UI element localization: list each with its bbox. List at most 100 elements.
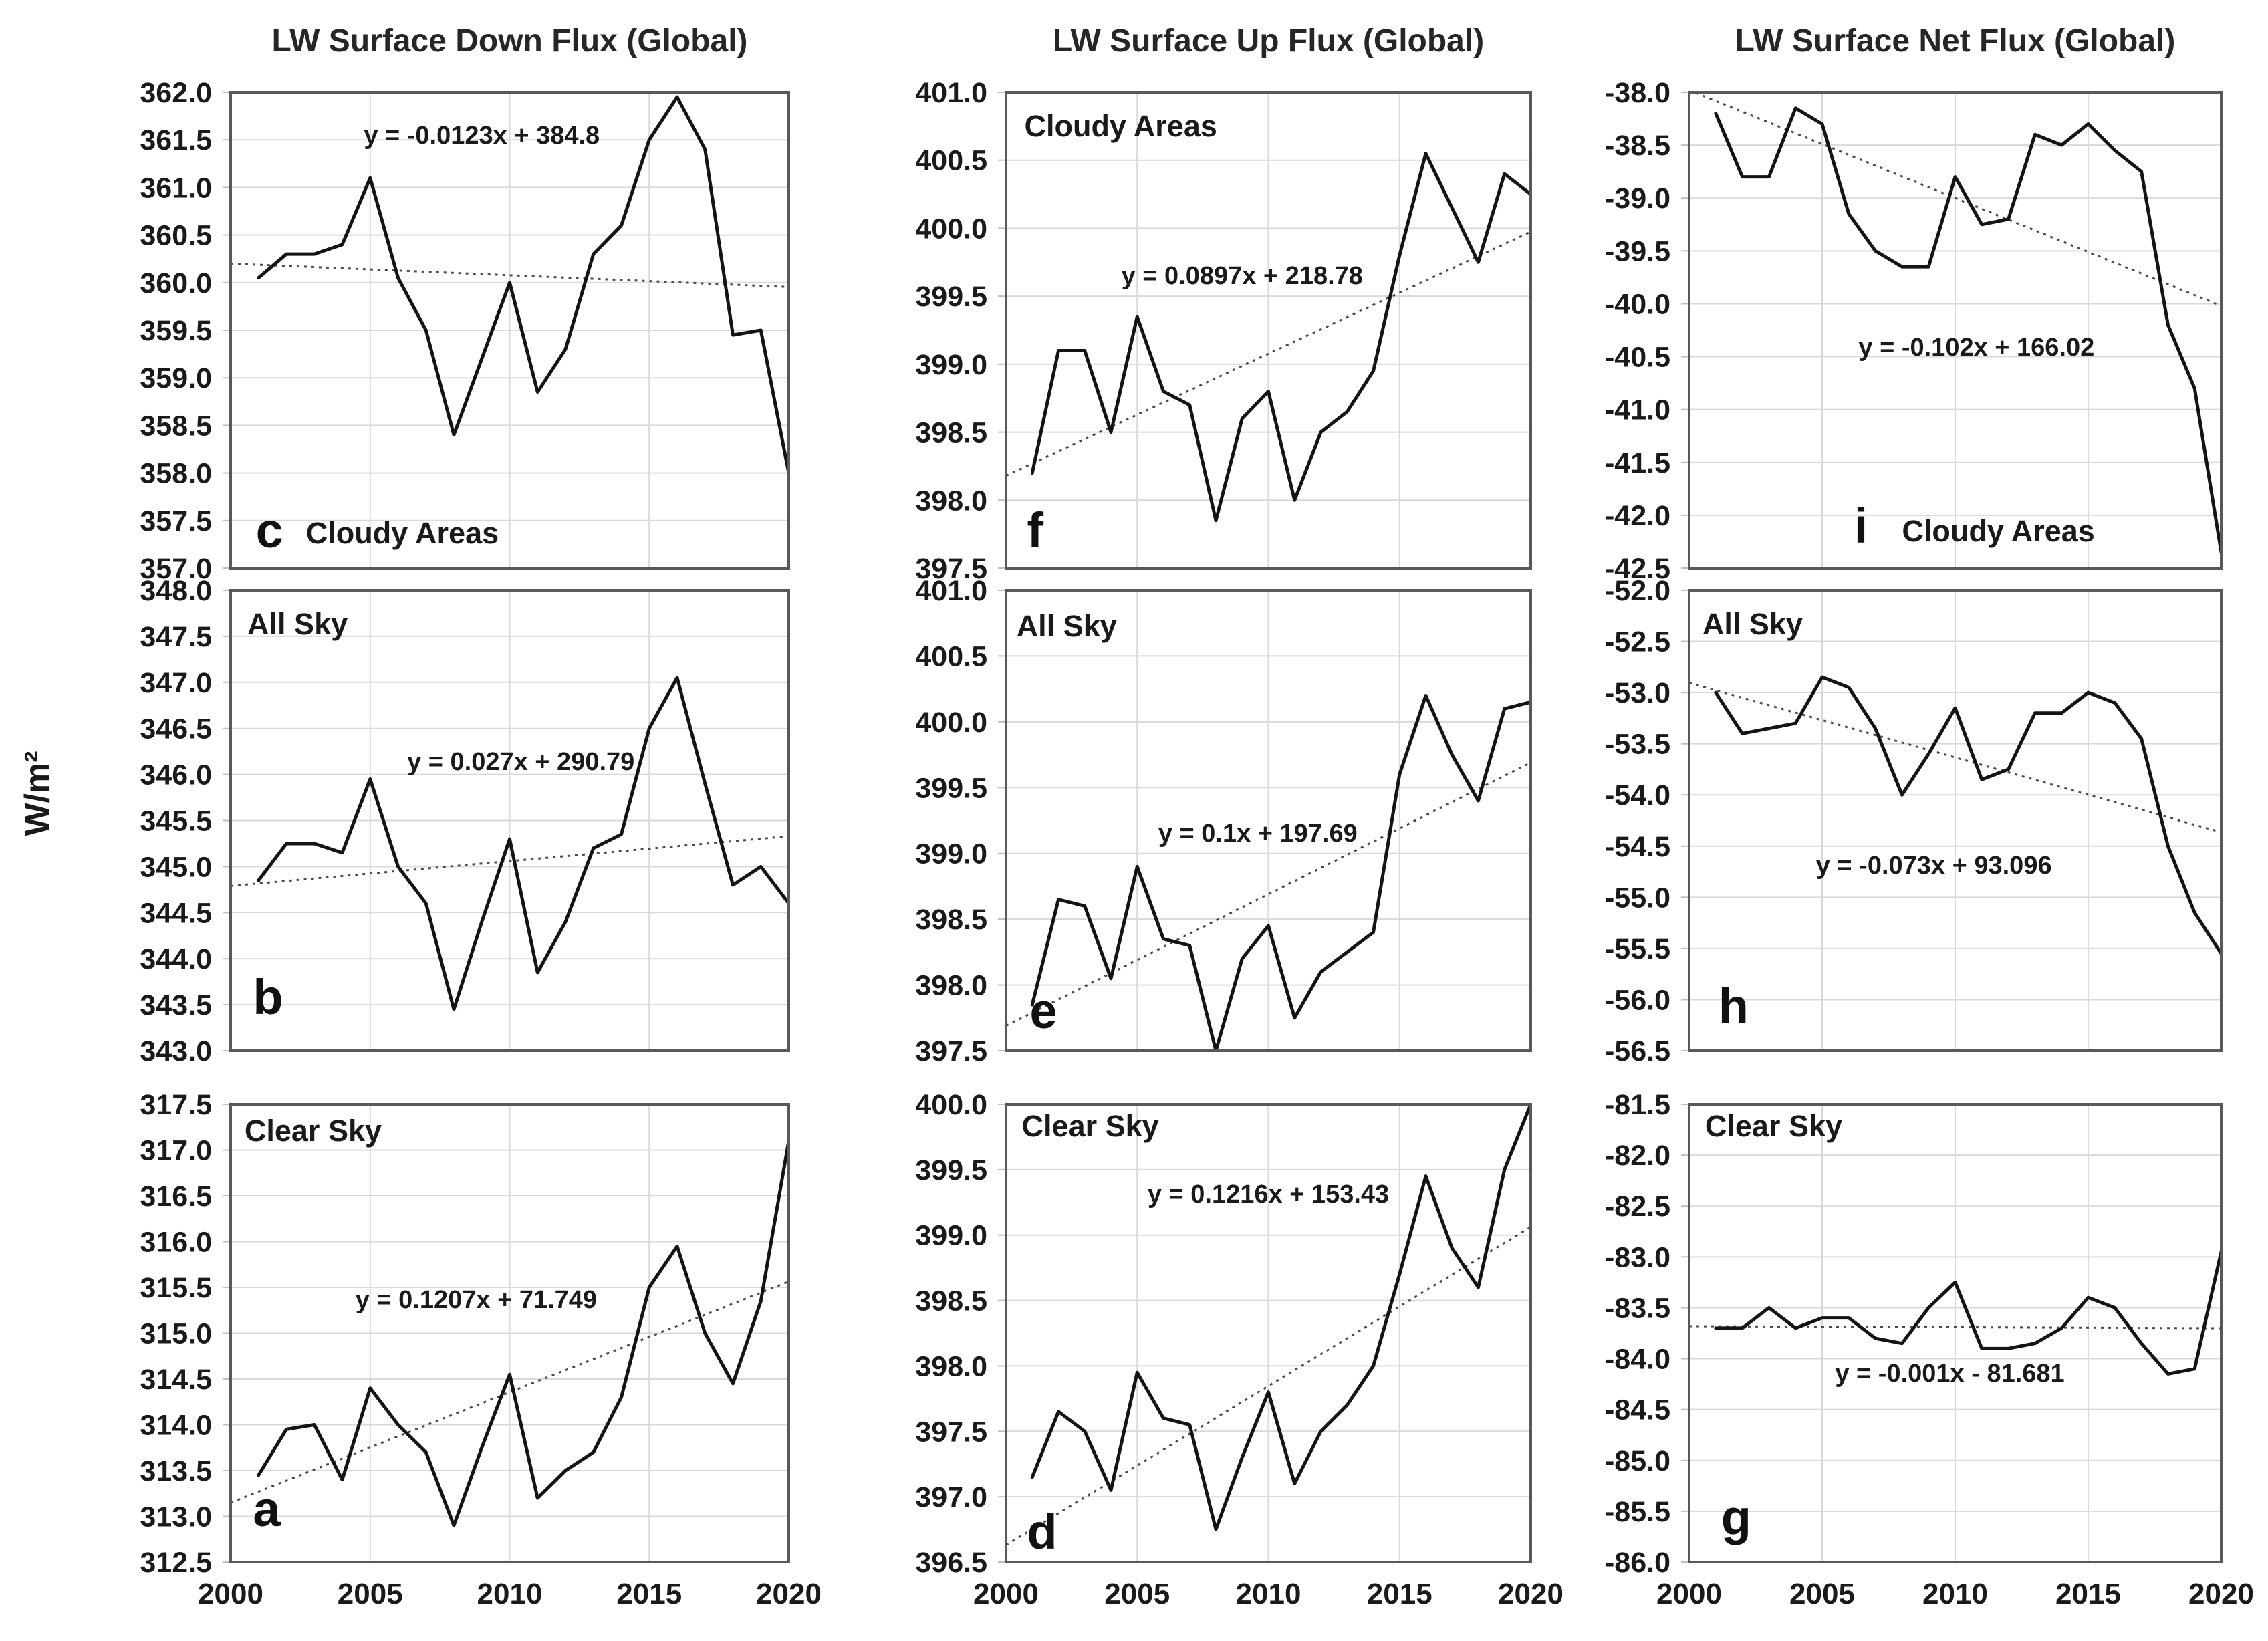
y-axis-unit-label: W/m² [18,751,57,836]
data-line-b [257,676,789,1011]
chart-c: 362.0 361.5 361.0 360.5 360.0 359.5 359.0 358.5… [140,77,790,585]
y-tick-label: -42.5 [1605,553,1670,585]
y-axis-ticks: 400.0 399.5 399.0 398.5 398.0 397.5 397.0 396.5 [915,1089,987,1579]
y-tick-label: 399.5 [915,772,987,804]
y-tick-label: 317.5 [140,1089,212,1121]
gridlines [1681,590,2221,1051]
y-tick-label: 398.5 [915,904,987,936]
y-tick-label: 400.0 [915,707,987,739]
y-tick-label: 346.0 [140,759,212,791]
gridlines [998,1104,1531,1563]
trend-line-a [231,1280,789,1504]
x-tick-label: 2000 [1656,1577,1722,1610]
trend-line-i [1691,92,2221,307]
trend-line-f [1006,231,1531,477]
area-label-clearsky-d: Clear Sky [1021,1109,1159,1144]
y-tick-label: 362.0 [140,77,212,109]
y-tick-label: -40.5 [1605,342,1670,374]
chart-d: 400.0 399.5 399.0 398.5 398.0 397.5 397.0 396.5… [915,1089,1563,1610]
y-tick-label: -55.5 [1605,933,1670,965]
area-label-allsky-e: All Sky [1016,609,1117,643]
y-tick-label: 397.5 [915,1035,987,1067]
y-tick-label: 397.0 [915,1481,987,1513]
y-tick-label: -84.5 [1605,1394,1670,1426]
y-tick-label: 401.0 [915,77,987,109]
x-tick-label: 2005 [1104,1577,1170,1610]
y-tick-label: 400.0 [915,1089,987,1121]
y-tick-label: 397.5 [915,553,987,585]
column-title-net-flux: LW Surface Net Flux (Global) [1735,23,2176,59]
y-tick-label: 345.0 [140,851,212,883]
y-tick-label: -85.5 [1605,1496,1670,1528]
trend-equation-h: y = -0.073x + 93.096 [1815,851,2052,880]
panel-b: b All Sky y = 0.027x + 290.79 [231,590,789,1051]
trend-line-c [231,262,789,288]
y-tick-label: -52.0 [1605,575,1670,607]
plot-border [1005,1103,1532,1563]
x-tick-label: 2015 [1367,1577,1432,1610]
y-tick-label: 313.5 [140,1455,212,1487]
trend-equation-i: y = -0.102x + 166.02 [1858,334,2095,362]
y-axis-ticks: -81.5 -82.0 -82.5 -83.0 -83.5 -84.0 -84.5 -85.0… [1605,1089,1670,1579]
area-label-cloudy-f: Cloudy Areas [1024,109,1217,144]
x-tick-label: 2020 [2188,1577,2254,1610]
y-tick-label: 397.5 [915,1416,987,1448]
y-tick-label: 359.5 [140,315,212,347]
y-tick-label: 345.5 [140,805,212,838]
y-tick-label: 315.5 [140,1272,212,1304]
area-label-allsky-b: All Sky [247,606,348,641]
trend-equation-e: y = 0.1x + 197.69 [1158,819,1358,848]
panel-letter-b: b [253,969,283,1025]
x-tick-label: 2000 [973,1577,1039,1610]
area-label-cloudy-i: Cloudy Areas [1902,513,2095,548]
y-tick-label: 396.5 [915,1547,987,1579]
chart-f: 401.0 400.5 400.0 399.5 399.0 398.5 398.0 397.5 [915,77,1532,585]
y-tick-label: 398.0 [915,970,987,1002]
y-tick-label: -56.0 [1605,984,1670,1016]
y-tick-label: 400.5 [915,145,987,177]
panel-h: h All Sky y = -0.073x + 93.096 [1689,590,2221,1051]
chart-a: 317.5 317.0 316.5 316.0 315.5 315.0 314.5 314.0… [140,1089,822,1610]
plot-border [1005,589,1532,1052]
data-line-c [257,95,789,475]
plot-border [229,589,790,1052]
trend-equation-c: y = -0.0123x + 384.8 [364,122,600,150]
y-tick-label: 399.5 [915,281,987,313]
x-tick-label: 2020 [1498,1577,1563,1610]
y-tick-label: 399.0 [915,838,987,870]
chart-e: 401.0 400.5 400.0 399.5 399.0 398.5 398.0 397.5 [915,575,1532,1067]
panel-letter-c: c [255,503,283,559]
x-tick-label: 2010 [477,1577,543,1610]
x-tick-label: 2015 [2055,1577,2121,1610]
y-tick-label: 347.5 [140,621,212,653]
area-label-clearsky-a: Clear Sky [244,1114,382,1148]
gridlines [998,92,1531,569]
y-tick-label: 357.0 [140,553,212,585]
y-tick-label: 317.0 [140,1135,212,1167]
y-tick-label: 359.0 [140,362,212,394]
y-tick-label: 399.0 [915,349,987,381]
y-axis-ticks: 362.0 361.5 361.0 360.5 360.0 359.5 359.0 358.5… [140,77,212,585]
y-tick-label: -55.0 [1605,882,1670,914]
y-tick-label: -39.5 [1605,235,1670,267]
y-tick-label: 312.5 [140,1547,212,1579]
y-tick-label: 347.0 [140,667,212,699]
y-tick-label: -81.5 [1605,1089,1670,1121]
x-tick-label: 2000 [198,1577,263,1610]
y-tick-label: 399.5 [915,1154,987,1186]
panel-letter-e: e [1029,983,1057,1039]
plot-border [229,91,790,570]
plot-border [1688,1103,2223,1563]
y-tick-label: -54.5 [1605,831,1670,863]
chart-b: 348.0 347.5 347.0 346.5 346.0 345.5 345.0 344.5… [140,575,790,1067]
y-axis-ticks: 348.0 347.5 347.0 346.5 346.0 345.5 345.0 344.5… [140,575,212,1067]
y-tick-label: 346.5 [140,713,212,745]
panel-letter-f: f [1027,503,1044,559]
x-tick-label: 2010 [1236,1577,1301,1610]
trend-equation-a: y = 0.1207x + 71.749 [355,1286,598,1314]
panel-e: e All Sky y = 0.1x + 197.69 [1006,590,1531,1051]
area-label-clearsky-g: Clear Sky [1705,1109,1843,1144]
panel-letter-h: h [1718,978,1749,1034]
y-tick-label: -85.0 [1605,1445,1670,1477]
